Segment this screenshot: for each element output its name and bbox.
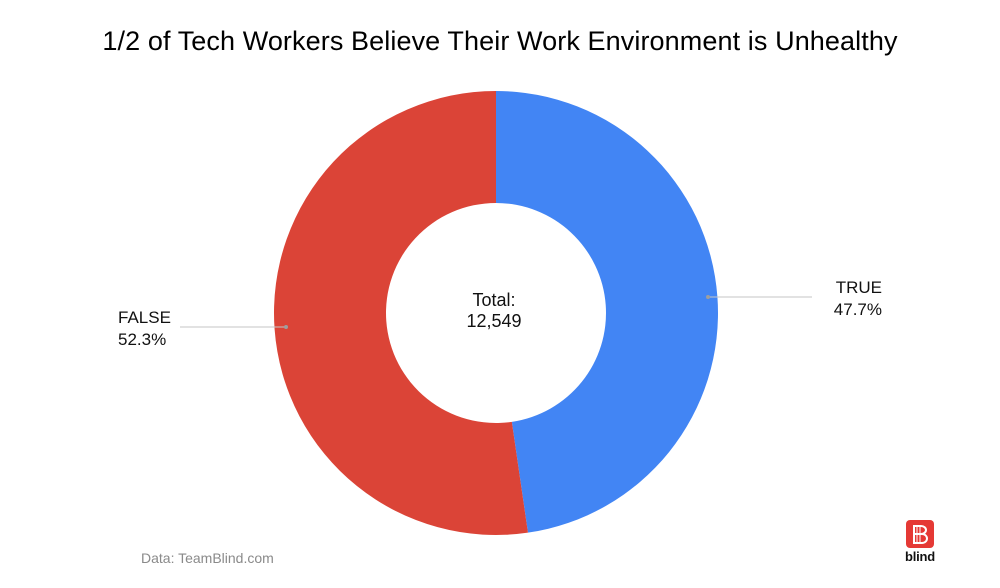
leader-dot-true bbox=[706, 295, 710, 299]
donut-slices bbox=[273, 91, 718, 536]
slice-value-true: 47.7% bbox=[834, 300, 882, 319]
center-label: Total: 12,549 bbox=[466, 290, 521, 331]
donut-slice-true bbox=[496, 91, 718, 533]
blind-logo: blind bbox=[897, 520, 943, 568]
slice-labels: TRUE 47.7% FALSE 52.3% bbox=[118, 278, 882, 349]
donut-slice-false bbox=[273, 91, 528, 536]
center-label-line1: Total: bbox=[472, 290, 515, 310]
blind-logo-word: blind bbox=[904, 549, 936, 564]
slice-label-false: FALSE bbox=[118, 308, 171, 327]
center-label-line2: 12,549 bbox=[466, 311, 521, 331]
slice-value-false: 52.3% bbox=[118, 330, 166, 349]
blind-b-icon bbox=[906, 520, 934, 548]
slice-leader-lines bbox=[180, 295, 812, 329]
chart-title: 1/2 of Tech Workers Believe Their Work E… bbox=[102, 26, 898, 56]
leader-dot-false bbox=[284, 325, 288, 329]
slice-label-true: TRUE bbox=[836, 278, 882, 297]
data-source-note: Data: TeamBlind.com bbox=[141, 550, 274, 566]
